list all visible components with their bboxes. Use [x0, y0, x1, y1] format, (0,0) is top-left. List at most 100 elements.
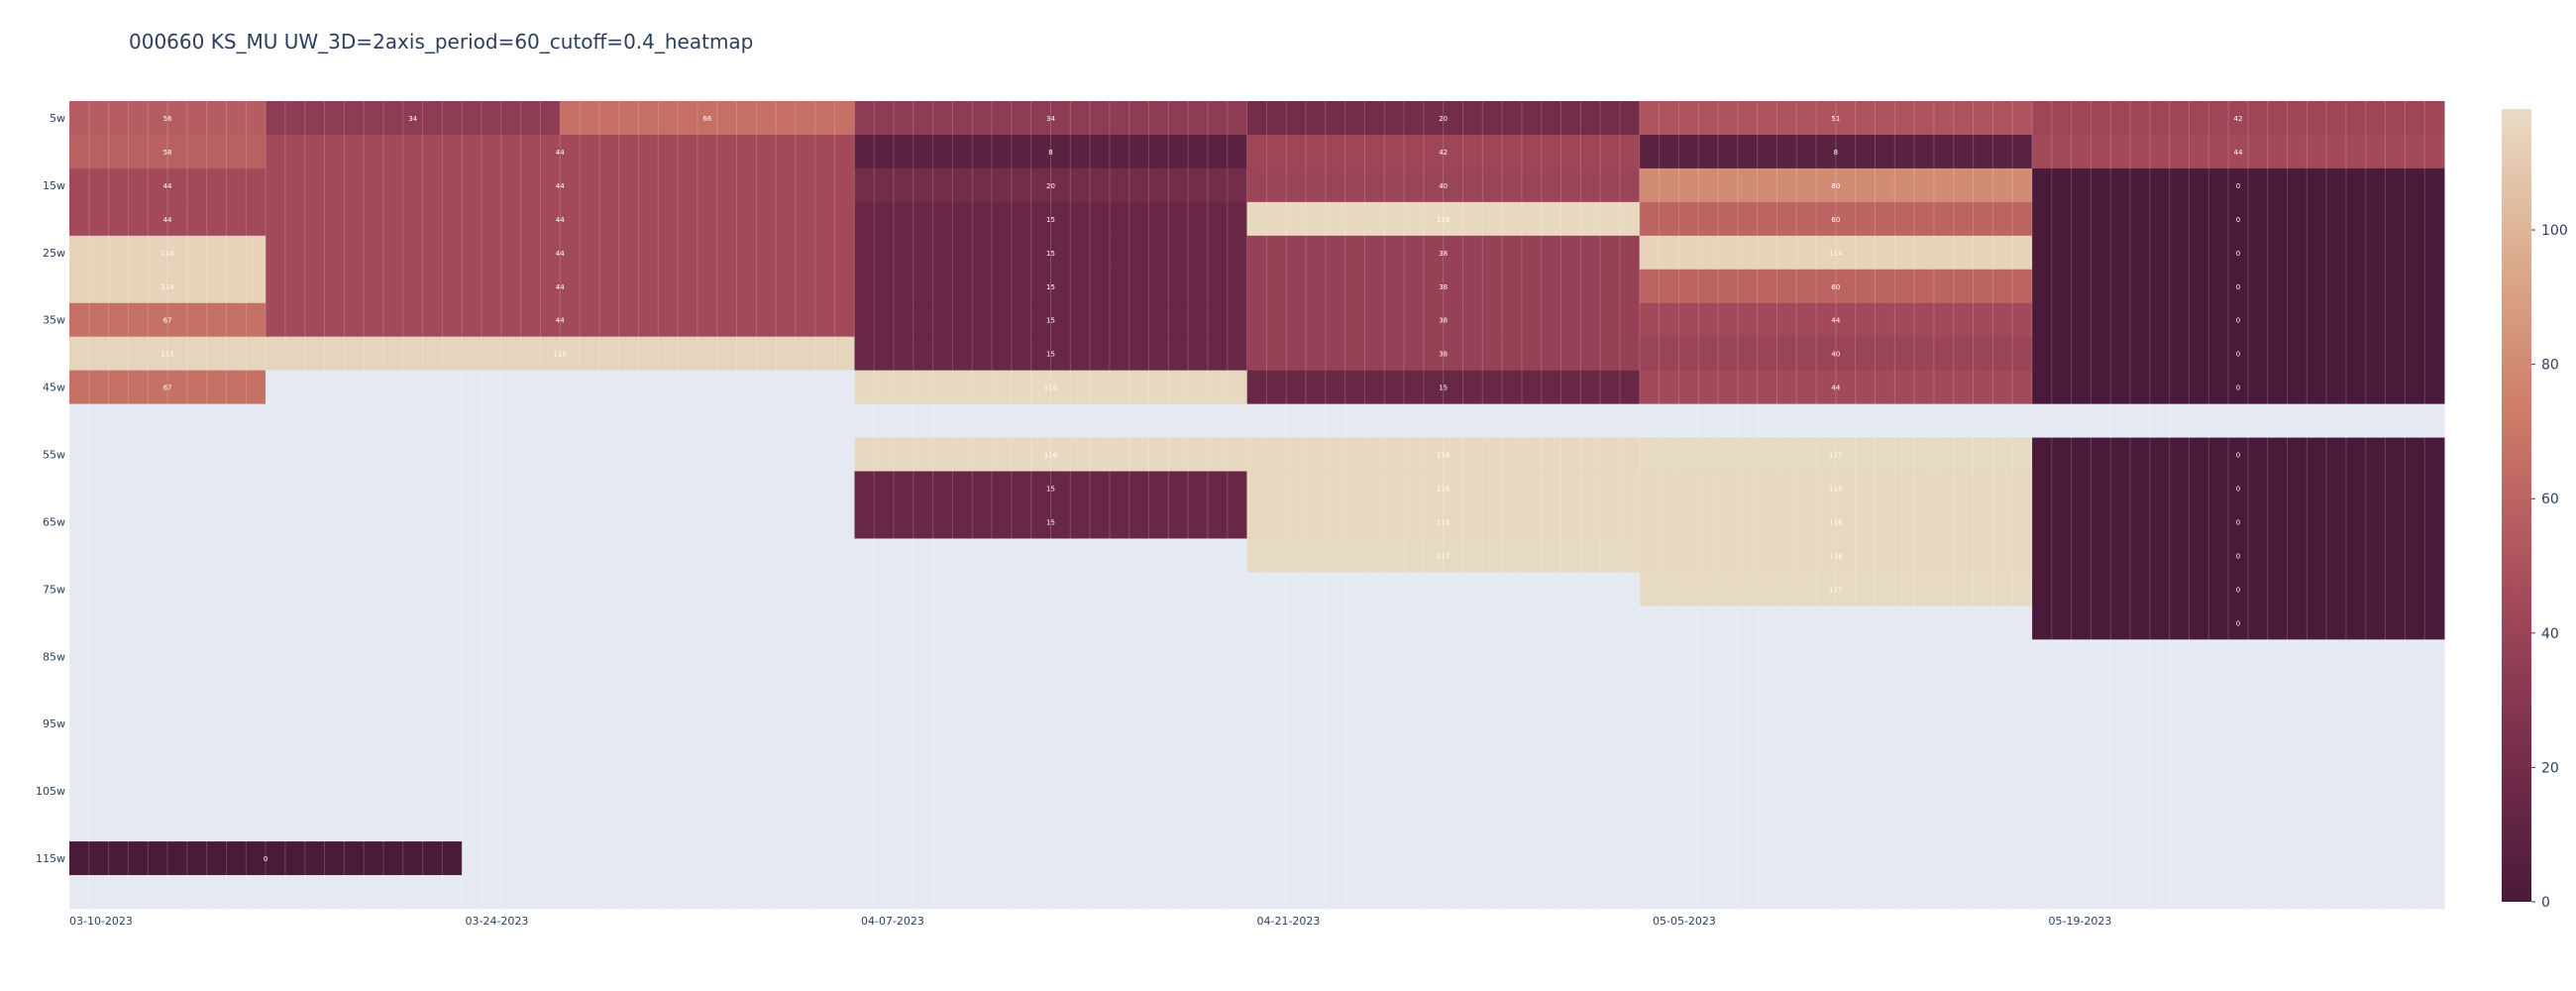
heatmap-cell-label: 56 [163, 115, 172, 123]
heatmap-cell [69, 370, 267, 405]
heatmap-cell-label: 44 [1831, 385, 1840, 392]
heatmap-cell [1639, 336, 2033, 372]
heatmap-cell [69, 740, 2445, 775]
heatmap-cell [2031, 370, 2445, 405]
heatmap-cell-label: 0 [2236, 182, 2240, 190]
heatmap-cell [69, 134, 267, 169]
heatmap-cell-label: 15 [1046, 216, 1055, 224]
heatmap-cell [2031, 302, 2445, 338]
heatmap-cell-label: 42 [2234, 115, 2243, 123]
heatmap-cell-label: 117 [1829, 452, 1842, 460]
heatmap-cell [69, 201, 267, 237]
heatmap-cell-label: 60 [1831, 283, 1840, 291]
heatmap-cell [2031, 235, 2445, 271]
y-tick-label: 25w [43, 247, 65, 260]
colorbar[interactable]: 0 20 40 60 80 100 [2502, 109, 2568, 911]
heatmap-cell [266, 269, 855, 304]
heatmap-cell [854, 167, 1248, 203]
heatmap-cell [69, 538, 1248, 573]
heatmap-cell [1246, 572, 1641, 606]
heatmap-cell-label: 117 [1437, 552, 1449, 560]
heatmap-cell [1639, 302, 2033, 338]
heatmap-cell-label: 15 [1046, 317, 1055, 325]
heatmap-cell [2031, 134, 2445, 169]
heatmap-cell [2031, 538, 2445, 573]
heatmap-cell [1246, 167, 1641, 203]
heatmap-cells: 56 34 66 34 20 51 42 58 44 8 42 8 44 44 44 20 40 80 0 44 44 1… [69, 101, 2445, 910]
heatmap-cell-label: 114 [161, 250, 174, 258]
x-axis: 03-10-2023 03-24-2023 04-07-2023 04-21-2023… [69, 915, 2111, 928]
heatmap-cell [69, 707, 2445, 741]
heatmap-cell [854, 134, 1248, 169]
heatmap-cell-label: 44 [1831, 317, 1840, 325]
heatmap-cell-label: 20 [1439, 115, 1448, 123]
colorbar-tick-label: 100 [2541, 223, 2568, 239]
heatmap-cell-label: 15 [1046, 250, 1055, 258]
heatmap-cell [1246, 504, 1641, 539]
heatmap-cell-label: 51 [1831, 115, 1840, 123]
heatmap-cell-label: 44 [556, 250, 565, 258]
heatmap-cell [1639, 471, 2033, 505]
heatmap-cell [1246, 538, 1641, 573]
heatmap-cell [560, 101, 855, 136]
heatmap-cell-label: 34 [1046, 115, 1055, 123]
heatmap-cell-label: 15 [1046, 486, 1055, 494]
heatmap-cell [854, 471, 1248, 505]
heatmap-cell-label: 117 [1829, 586, 1842, 594]
heatmap-cell-label: 0 [2236, 452, 2240, 460]
heatmap-cell [854, 101, 1248, 136]
heatmap-cell-label: 44 [556, 283, 565, 291]
heatmap-cell-label: 67 [163, 385, 172, 392]
heatmap-cell [1246, 437, 1641, 473]
heatmap-cell [69, 639, 2445, 674]
colorbar-gradient[interactable] [2502, 109, 2531, 902]
y-axis: 5w 15w 25w 35w 45w 55w 65w 75w 85w 95w 105w 115w [36, 112, 65, 865]
x-tick-label: 03-10-2023 [69, 915, 133, 928]
colorbar-tick-label: 40 [2541, 626, 2559, 642]
heatmap-cell [69, 504, 855, 539]
heatmap-cell [462, 841, 2445, 876]
heatmap-cell-label: 44 [556, 317, 565, 325]
heatmap-cell-label: 0 [2236, 486, 2240, 494]
heatmap-cell [69, 302, 267, 338]
heatmap-cell [1639, 370, 2033, 405]
heatmap-cell [854, 336, 1248, 372]
heatmap-cell-label: 116 [1437, 486, 1450, 494]
heatmap-cell [69, 336, 267, 372]
heatmap-cell-label: 114 [1829, 250, 1843, 258]
x-tick-label: 05-19-2023 [2049, 915, 2112, 928]
heatmap-cell [2031, 606, 2445, 640]
heatmap-cell [1246, 201, 1641, 237]
heatmap-cell-label: 116 [1044, 452, 1058, 460]
heatmap-cell-label: 0 [2236, 552, 2240, 560]
heatmap-cell-label: 40 [1831, 351, 1840, 359]
heatmap-cell [1639, 167, 2033, 203]
heatmap-cell-label: 0 [2236, 518, 2240, 526]
y-tick-label: 65w [43, 515, 65, 528]
heatmap-cell-label: 80 [1831, 182, 1840, 190]
heatmap-cell [2031, 471, 2445, 505]
heatmap-cell-label: 42 [1439, 149, 1448, 157]
heatmap-cell-label: 0 [2236, 216, 2240, 224]
heatmap-cell-label: 116 [1044, 385, 1058, 392]
x-tick-label: 03-24-2023 [466, 915, 529, 928]
heatmap-cell-label: 38 [1439, 351, 1448, 359]
heatmap-cell-label: 116 [1437, 518, 1450, 526]
heatmap-cell-label: 44 [163, 216, 172, 224]
heatmap-cell [1639, 269, 2033, 304]
heatmap-cell-label: 0 [2236, 619, 2240, 627]
y-tick-label: 5w [50, 112, 65, 125]
heatmap-cell [1639, 201, 2033, 237]
heatmap-cell [69, 875, 2445, 910]
heatmap-cell [69, 774, 2445, 809]
heatmap-cell-label: 0 [264, 855, 268, 863]
heatmap-cell [2031, 572, 2445, 606]
heatmap-gridlines [88, 101, 2425, 909]
heatmap-cell [69, 437, 855, 473]
heatmap-cell-label: 67 [163, 317, 172, 325]
y-tick-label: 35w [43, 314, 65, 327]
heatmap-cell [1246, 269, 1641, 304]
heatmap-cell [2031, 167, 2445, 203]
heatmap-cell-label: 115 [554, 351, 567, 359]
heatmap-cell [2031, 504, 2445, 539]
